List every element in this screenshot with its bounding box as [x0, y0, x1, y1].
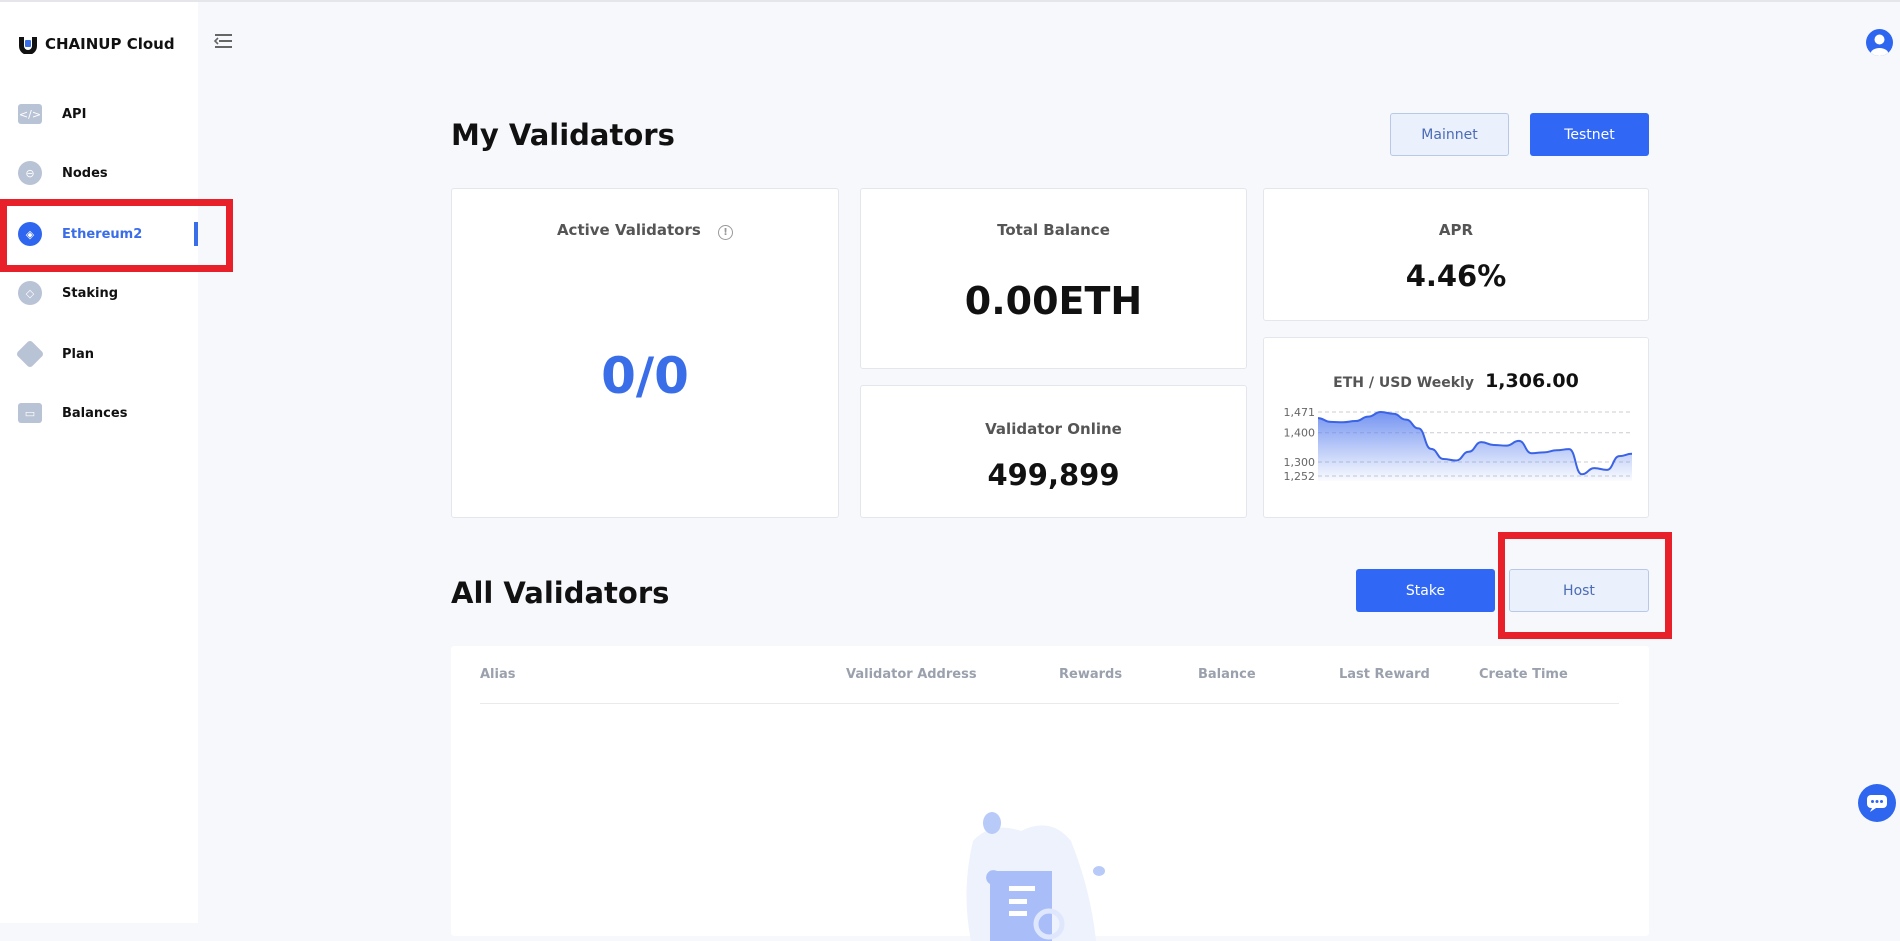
- top-border: [0, 0, 1900, 2]
- y-tick-label: 1,471: [1284, 406, 1316, 419]
- chat-support-button[interactable]: [1858, 784, 1896, 822]
- active-validators-card: Active Validators ! 0/0: [451, 188, 839, 518]
- sidebar-item-label: Staking: [62, 286, 118, 301]
- testnet-button[interactable]: Testnet: [1530, 113, 1649, 156]
- sidebar-item-label: Balances: [62, 406, 127, 421]
- y-tick-label: 1,400: [1284, 427, 1316, 440]
- all-validators-title: All Validators: [451, 576, 669, 610]
- stake-button[interactable]: Stake: [1356, 569, 1495, 612]
- validators-table: [451, 646, 1649, 936]
- sidebar-item-balances[interactable]: ▭ Balances: [0, 388, 198, 438]
- active-validators-label: Active Validators !: [452, 221, 838, 240]
- host-button[interactable]: Host: [1509, 569, 1649, 612]
- active-validators-value: 0/0: [452, 347, 838, 405]
- validator-online-label: Validator Online: [861, 420, 1246, 438]
- sidebar-item-api[interactable]: </> API: [0, 89, 198, 139]
- logo[interactable]: CHAINUP Cloud: [17, 34, 175, 54]
- my-validators-title: My Validators: [451, 118, 675, 152]
- apr-card: APR 4.46%: [1263, 188, 1649, 321]
- sidebar-item-plan[interactable]: Plan: [0, 329, 198, 379]
- sidebar: CHAINUP Cloud: [0, 2, 198, 923]
- user-icon: [1866, 29, 1893, 56]
- column-header-create-time: Create Time: [1479, 667, 1568, 682]
- y-tick-label: 1,252: [1284, 470, 1316, 483]
- empty-state-illustration: [951, 811, 1151, 941]
- sidebar-item-label: Plan: [62, 347, 94, 362]
- column-header-validator-address: Validator Address: [846, 667, 977, 682]
- validator-online-card: Validator Online 499,899: [860, 385, 1247, 518]
- sidebar-item-nodes[interactable]: ⊖ Nodes: [0, 148, 198, 198]
- apr-label: APR: [1264, 221, 1648, 239]
- active-indicator: [194, 222, 198, 246]
- info-icon[interactable]: !: [718, 225, 733, 240]
- column-header-balance: Balance: [1198, 667, 1256, 682]
- code-icon: </>: [18, 104, 42, 124]
- user-avatar[interactable]: [1866, 29, 1893, 56]
- sidebar-item-label: API: [62, 107, 86, 122]
- column-header-alias: Alias: [480, 667, 515, 682]
- wallet-icon: ▭: [18, 403, 42, 423]
- nodes-icon: ⊖: [18, 161, 42, 185]
- active-validators-label-text: Active Validators: [557, 221, 701, 239]
- ethereum-icon: ◈: [18, 222, 42, 246]
- total-balance-card: Total Balance 0.00ETH: [860, 188, 1247, 369]
- total-balance-label: Total Balance: [861, 221, 1246, 239]
- mainnet-button[interactable]: Mainnet: [1390, 113, 1509, 156]
- apr-value: 4.46%: [1264, 259, 1648, 293]
- diamond-icon: [16, 340, 45, 369]
- table-header-divider: [480, 703, 1619, 704]
- sidebar-item-label: Ethereum2: [62, 227, 142, 242]
- y-tick-label: 1,300: [1284, 456, 1316, 469]
- chat-icon: [1866, 794, 1888, 812]
- chainup-logo-icon: [17, 34, 39, 54]
- column-header-last-reward: Last Reward: [1339, 667, 1430, 682]
- validator-online-value: 499,899: [861, 458, 1246, 492]
- column-header-rewards: Rewards: [1059, 667, 1122, 682]
- sidebar-item-label: Nodes: [62, 166, 108, 181]
- sidebar-item-ethereum2[interactable]: ◈ Ethereum2: [0, 209, 198, 259]
- total-balance-value: 0.00ETH: [861, 279, 1246, 323]
- staking-icon: ◇: [18, 281, 42, 305]
- menu-collapse-icon[interactable]: [213, 32, 233, 50]
- brand-name: CHAINUP Cloud: [45, 35, 175, 53]
- sidebar-item-staking[interactable]: ◇ Staking: [0, 268, 198, 318]
